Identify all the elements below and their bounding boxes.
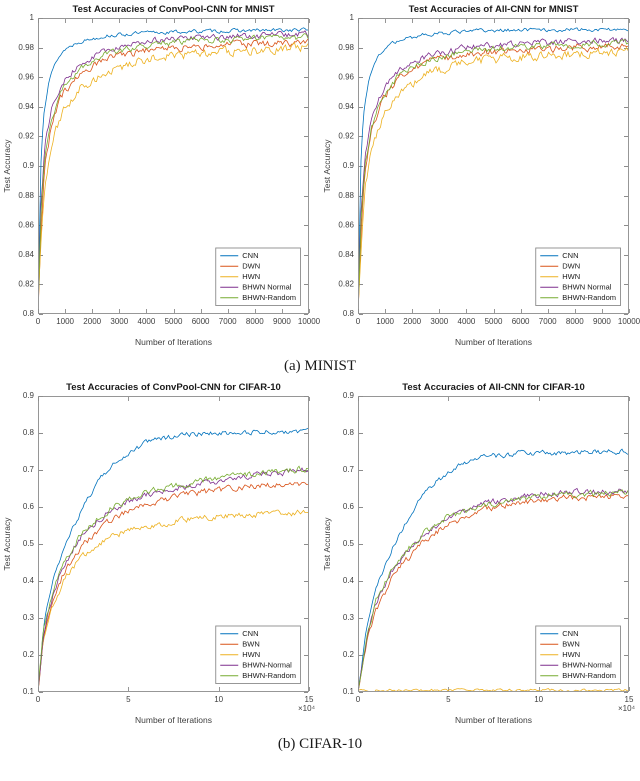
chart-allcnn-mnist (320, 2, 640, 354)
caption-cifar10: (b) CIFAR-10 (277, 736, 363, 752)
chart-canvas-allcnn-mnist (320, 2, 640, 354)
chart-convpool-mnist (0, 2, 320, 354)
cifar-row (0, 380, 640, 732)
chart-canvas-allcnn-cifar10 (320, 380, 640, 732)
chart-allcnn-cifar10 (320, 380, 640, 732)
chart-convpool-cifar10 (0, 380, 320, 732)
mnist-row (0, 2, 640, 354)
caption-mnist: (a) MINIST (283, 358, 357, 374)
chart-canvas-convpool-cifar10 (0, 380, 320, 732)
chart-canvas-convpool-mnist (0, 2, 320, 354)
